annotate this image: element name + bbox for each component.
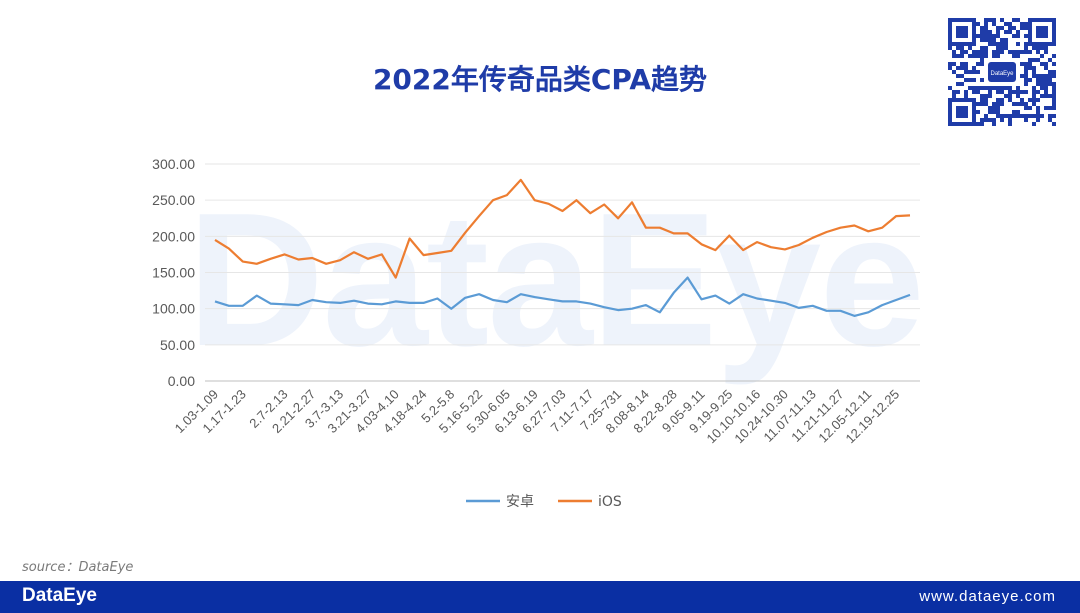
y-tick-label: 250.00 (152, 192, 195, 208)
source-note: source：DataEye (22, 560, 134, 575)
footer-url[interactable]: www.dataeye.com (919, 588, 1056, 605)
y-tick-label: 0.00 (168, 373, 195, 389)
qr-finder (956, 106, 968, 118)
gridlines (205, 163, 920, 382)
footer-logo: DataEye (22, 585, 97, 606)
legend-label: iOS (598, 494, 622, 510)
series-line-ios (214, 178, 911, 279)
qr-finder (1036, 26, 1048, 38)
y-tick-label: 100.00 (152, 301, 195, 317)
qr-finder (956, 26, 968, 38)
legend: 安卓 iOS (466, 494, 622, 510)
series-line-android (214, 276, 911, 317)
cpa-line-chart: 0.0050.00100.00150.00200.00250.00300.00 … (152, 156, 920, 510)
y-tick-label: 300.00 (152, 156, 195, 172)
y-tick-label: 150.00 (152, 265, 195, 281)
qr-code-icon: DataEye (948, 18, 1056, 126)
chart-title: 2022年传奇品类CPA趋势 (372, 63, 708, 96)
y-tick-label: 50.00 (160, 337, 195, 353)
y-tick-label: 200.00 (152, 228, 195, 244)
watermark: DataEye (187, 174, 925, 386)
legend-label: 安卓 (506, 494, 534, 510)
x-axis: 1.03-1.091.17-1.232.7-2.132.21-2.273.7-3… (172, 387, 903, 447)
footer-bar: DataEye www.dataeye.com (0, 581, 1080, 613)
series-lines (214, 178, 911, 317)
y-axis: 0.00 50.00 100.00 150.00 200.00 250.00 300.00 (152, 156, 195, 389)
qr-logo-text: DataEye (990, 71, 1014, 77)
